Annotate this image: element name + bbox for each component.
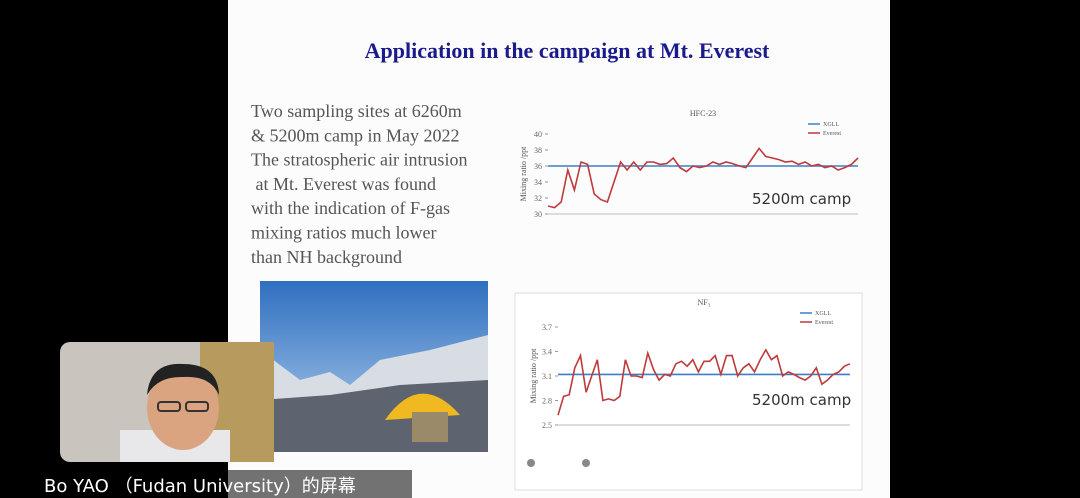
photo [260,281,488,452]
chart: NF₃ Mixing ratio /ppt 2.5 2.8 3.1 3.4 3.7 XGLL E… [529,298,851,430]
y-tick-label: 2.5 [542,421,552,430]
body-line: with the indication of F-gas [251,198,450,218]
annotation: 5200m camp [752,190,851,208]
dot [527,459,535,467]
y-tick-label: 40 [534,130,542,139]
y-tick-label: 2.8 [542,397,552,406]
body-line: mixing ratios much lower [251,223,436,243]
y-tick-label: 38 [534,146,542,155]
legend-label: XGLL [815,311,831,317]
caption-bg [36,470,412,498]
chart-title: NF₃ [697,298,710,307]
annotation: 5200m camp [752,391,851,409]
legend-label: XGLL [823,122,839,128]
y-tick-label: 3.1 [542,372,552,381]
body-text: Two sampling sites at 6260m & 5200m camp … [251,101,467,267]
y-tick-label: 30 [534,210,542,219]
y-tick-label: 36 [534,162,542,171]
y-axis-label: Mixing ratio /ppt [529,348,538,403]
series-line [547,147,859,209]
y-axis-label: Mixing ratio /ppt [519,146,528,201]
chart: HFC-23 Mixing ratio /ppt 30 32 34 36 38 40 XGLL E… [519,109,859,219]
legend-label: Everest [823,131,841,137]
dot [582,459,590,467]
y-tick-label: 3.7 [542,323,552,332]
series-line [557,348,851,416]
y-tick-label: 32 [534,194,542,203]
body-line: The stratospheric air intrusion [251,150,467,170]
y-tick-label: 3.4 [542,348,552,357]
chart-frame [514,292,863,491]
body-line: at Mt. Everest was found [251,174,436,194]
caption: Bo YAO （Fudan University）的屏幕 [44,476,356,497]
body-line: than NH background [251,247,402,267]
legend-label: Everest [815,320,833,326]
webcam [60,342,274,462]
body-line: & 5200m camp in May 2022 [251,125,459,145]
y-tick-label: 34 [534,178,542,187]
chart-title: HFC-23 [690,109,716,118]
slide-title: Application in the campaign at Mt. Evere… [365,38,770,63]
body-line: Two sampling sites at 6260m [251,101,462,121]
